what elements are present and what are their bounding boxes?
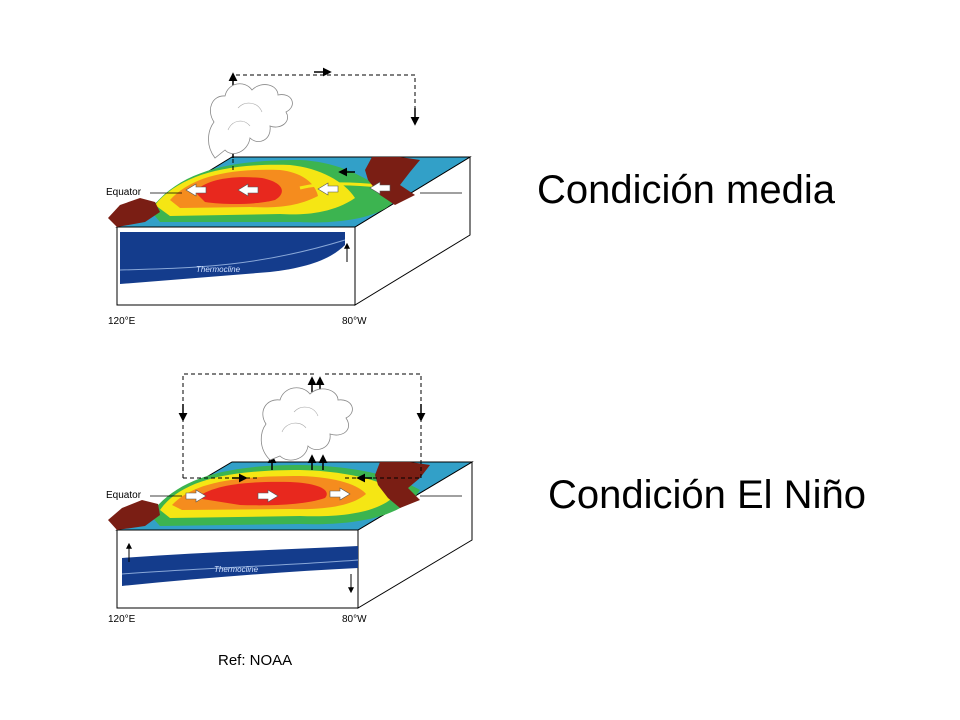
reference-note: Ref: NOAA xyxy=(218,652,293,669)
lon-label-80w: 80°W xyxy=(342,614,367,625)
thermocline-label: Thermocline xyxy=(214,565,259,574)
wind-arrow xyxy=(257,489,279,503)
wind-arrow xyxy=(317,182,339,196)
thermocline-line xyxy=(119,239,346,271)
heading-normal-condition: Condición media xyxy=(537,168,835,212)
land-west xyxy=(108,198,160,227)
walker-cell-east xyxy=(325,373,422,478)
land-west xyxy=(108,500,160,530)
lon-label-120e: 120°E xyxy=(108,614,136,625)
normal-condition-diagram: Thermocline Equator 120°E 80°W xyxy=(106,67,472,327)
lon-label-120e: 120°E xyxy=(108,316,136,327)
deep-ocean-layer xyxy=(122,546,358,586)
convection-cloud xyxy=(260,387,353,461)
equator-label: Equator xyxy=(106,187,142,198)
wind-arrow xyxy=(329,487,351,501)
wind-arrow xyxy=(369,181,391,195)
walker-cell-west xyxy=(182,373,315,478)
heading-el-nino-condition: Condición El Niño xyxy=(548,473,866,517)
thermocline-line xyxy=(121,559,359,575)
equator-label: Equator xyxy=(106,490,142,501)
wind-arrow xyxy=(185,183,207,197)
wind-arrow xyxy=(237,183,259,197)
wind-arrow xyxy=(185,489,207,503)
lon-label-80w: 80°W xyxy=(342,316,367,327)
thermocline-label: Thermocline xyxy=(196,265,241,274)
land-east xyxy=(375,462,430,508)
convection-cloud xyxy=(208,83,293,159)
deep-ocean-layer xyxy=(120,232,345,284)
el-nino-condition-diagram: Thermocline Equator xyxy=(106,373,474,625)
